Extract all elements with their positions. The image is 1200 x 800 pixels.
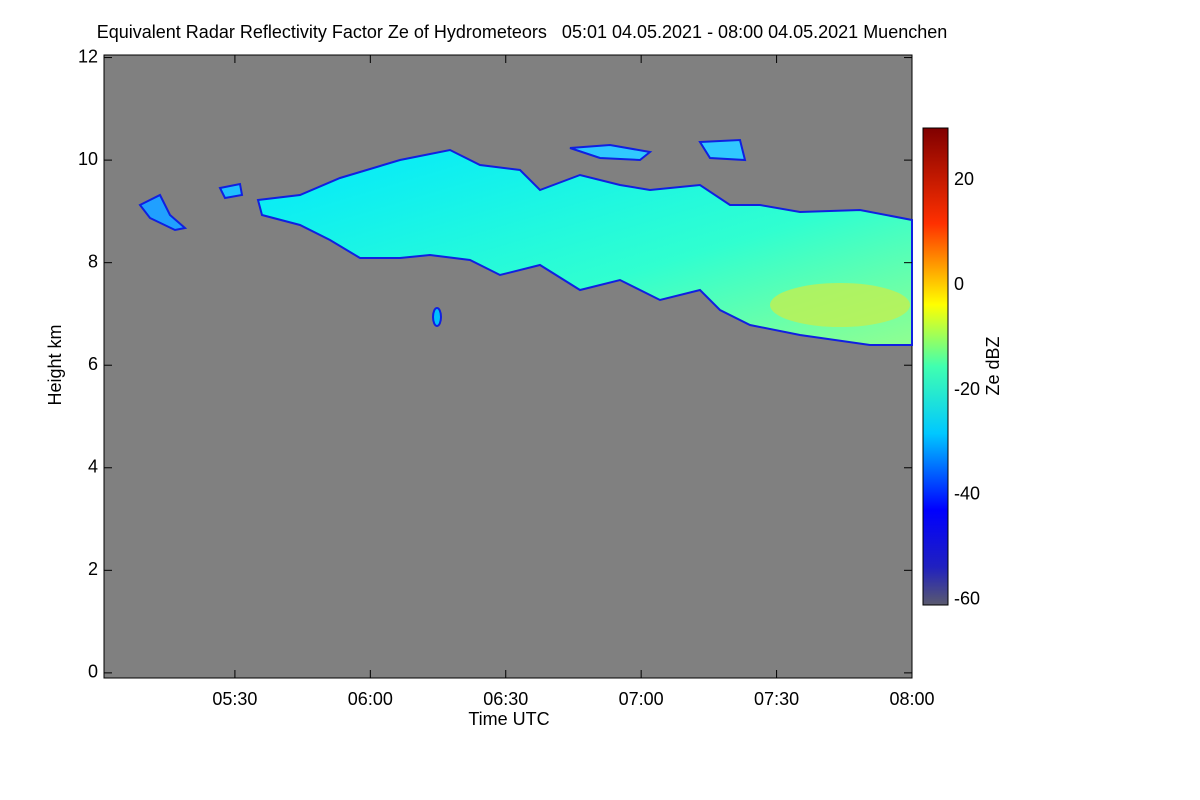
x-tick-label: 06:00 xyxy=(348,689,393,709)
colorbar-tick-label: -20 xyxy=(954,379,980,399)
y-tick-label: 4 xyxy=(88,457,98,477)
colorbar-label: Ze dBZ xyxy=(983,336,1003,395)
y-tick-label: 2 xyxy=(88,559,98,579)
echo-shapes xyxy=(138,138,913,346)
x-tick-label: 08:00 xyxy=(889,689,934,709)
y-axis-label: Height km xyxy=(45,324,65,405)
x-tick-label: 06:30 xyxy=(483,689,528,709)
axes: 05:30 06:00 06:30 07:00 07:30 08:00 0 2 4 6 8 10 12 -… xyxy=(78,46,980,708)
chart-title: Equivalent Radar Reflectivity Factor Ze … xyxy=(97,22,948,42)
y-tick-label: 6 xyxy=(88,354,98,374)
plot-area xyxy=(103,54,913,679)
x-tick-label: 07:00 xyxy=(619,689,664,709)
x-tick-label: 05:30 xyxy=(212,689,257,709)
colorbar-tick-label: 20 xyxy=(954,169,974,189)
x-tick-label: 07:30 xyxy=(754,689,799,709)
colorbar-tick-label: 0 xyxy=(954,274,964,294)
colorbar xyxy=(922,127,949,606)
colorbar-tick-label: -60 xyxy=(954,589,980,609)
x-axis-label: Time UTC xyxy=(468,709,549,729)
colorbar-tick-label: -40 xyxy=(954,484,980,504)
y-tick-label: 10 xyxy=(78,149,98,169)
echo-core xyxy=(770,283,910,327)
y-tick-label: 0 xyxy=(88,662,98,682)
y-tick-label: 12 xyxy=(78,46,98,66)
y-tick-label: 8 xyxy=(88,251,98,271)
